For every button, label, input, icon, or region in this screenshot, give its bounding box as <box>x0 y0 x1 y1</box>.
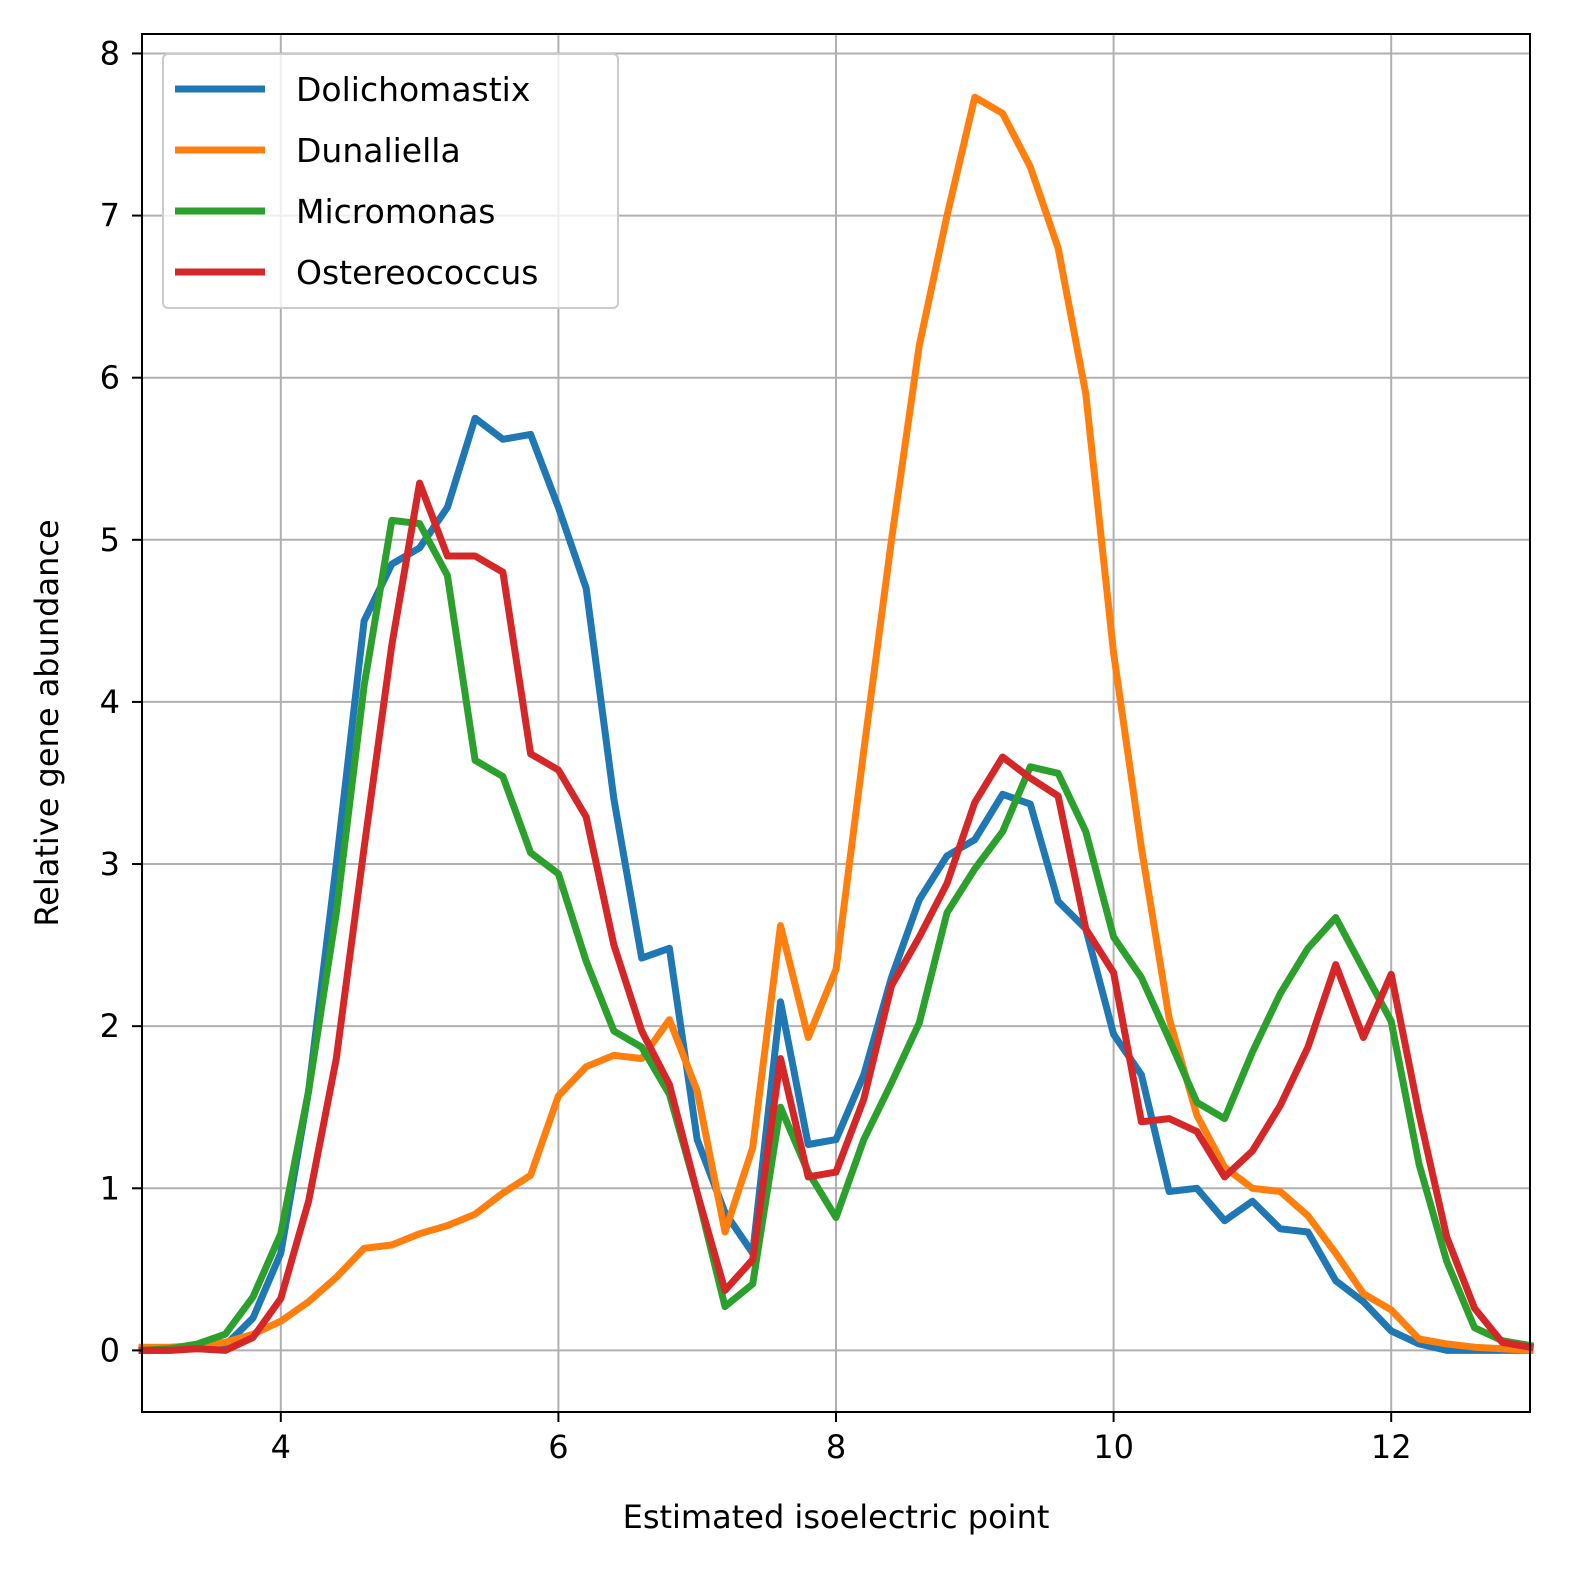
series-line-dunaliella <box>138 93 1534 1355</box>
y-tick-label: 0 <box>100 1331 120 1369</box>
x-tick-label: 12 <box>1371 1428 1412 1466</box>
legend-label: Dunaliella <box>296 131 461 170</box>
series-line-micromonas <box>138 516 1535 1355</box>
grid <box>142 34 1530 1412</box>
y-tick-label: 8 <box>100 34 120 72</box>
x-tick-label: 4 <box>271 1428 291 1466</box>
y-tick-label: 1 <box>100 1169 120 1207</box>
y-tick-label: 6 <box>100 359 120 397</box>
y-tick-label: 2 <box>100 1007 120 1045</box>
x-tick-label: 10 <box>1093 1428 1134 1466</box>
legend: Dolichomastix Dunaliella Micromonas Ostereo… <box>162 53 619 309</box>
legend-label: Ostereococcus <box>296 253 538 292</box>
y-axis-label: Relative gene abundance <box>28 519 66 926</box>
y-axis-ticks: 0 1 2 3 4 5 6 7 8 <box>100 34 142 1369</box>
y-tick-label: 5 <box>100 521 120 559</box>
series-line-ostereococcus <box>138 479 1535 1354</box>
x-tick-label: 8 <box>826 1428 846 1466</box>
y-tick-label: 4 <box>100 683 120 721</box>
y-tick-label: 3 <box>100 845 120 883</box>
y-tick-label: 7 <box>100 197 120 235</box>
legend-label: Dolichomastix <box>296 70 530 109</box>
series-line-dolichomastix <box>138 414 1534 1354</box>
legend-box <box>162 53 619 309</box>
x-axis-label: Estimated isoelectric point <box>623 1498 1050 1536</box>
series-lines <box>138 93 1535 1355</box>
x-axis-ticks: 4 6 8 10 12 <box>271 1412 1412 1466</box>
legend-label: Micromonas <box>296 192 495 231</box>
legend-items: Dolichomastix Dunaliella Micromonas Ostereo… <box>175 70 538 292</box>
x-tick-label: 6 <box>548 1428 568 1466</box>
